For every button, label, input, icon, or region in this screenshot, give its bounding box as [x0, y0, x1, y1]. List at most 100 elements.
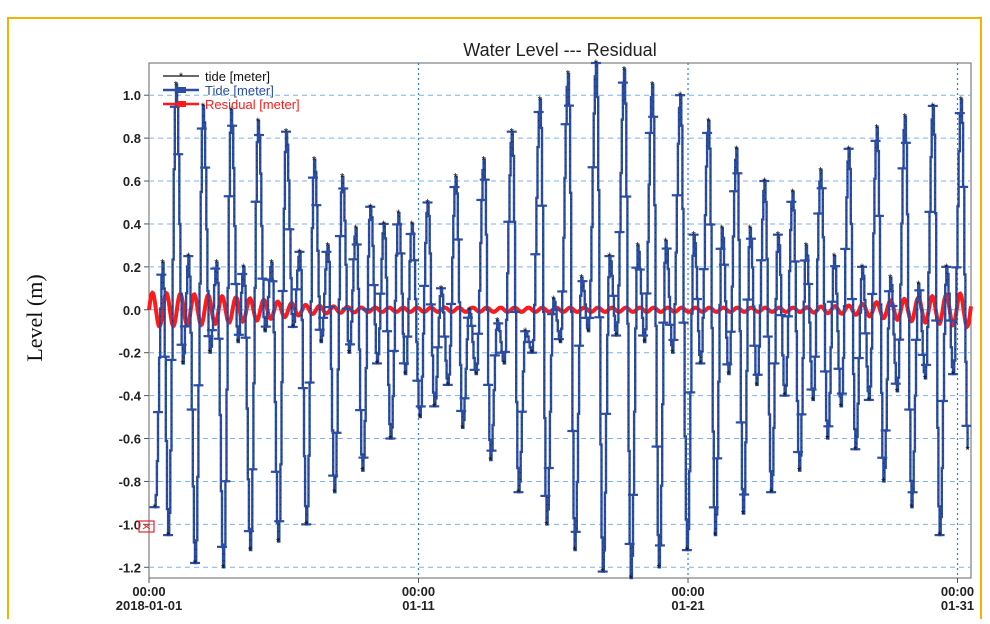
tide-obs-point: * — [276, 537, 281, 549]
tide-obs-point: * — [297, 247, 302, 259]
x-tick-label: 01-21 — [671, 598, 704, 613]
tide-obs-point: * — [360, 466, 365, 478]
tide-obs-point: * — [909, 502, 914, 514]
tide-obs-point: * — [607, 251, 612, 263]
tide-obs-point: * — [586, 326, 591, 338]
tide-obs-point: * — [867, 395, 872, 407]
y-tick-label: -0.6 — [119, 432, 141, 447]
tide-obs-point: * — [304, 519, 309, 531]
frame-top-border — [7, 17, 982, 19]
tide-obs-point: * — [388, 434, 393, 446]
tide-obs-point: * — [382, 219, 387, 231]
tide-obs-point: * — [425, 197, 430, 209]
tide-obs-point: * — [488, 455, 493, 467]
plot-area — [148, 62, 972, 579]
tide-obs-point: * — [601, 567, 606, 579]
tide-obs-point: * — [530, 348, 535, 360]
x-tick-label: 00:00 — [132, 584, 165, 599]
tide-obs-point: * — [663, 236, 668, 248]
tide-obs-point: * — [481, 155, 486, 167]
x-tick-label: 00:00 — [402, 584, 435, 599]
tide-obs-point: * — [860, 262, 865, 274]
tide-obs-point: * — [566, 69, 571, 81]
tide-obs-point: * — [629, 573, 634, 585]
tide-obs-point: * — [832, 251, 837, 263]
tide-obs-point: * — [804, 240, 809, 252]
y-tick-label: -1.2 — [119, 560, 141, 575]
tide-obs-point: * — [734, 144, 739, 156]
tide-obs-point: * — [432, 401, 437, 413]
tide-obs-point: * — [291, 322, 296, 334]
tide-obs-point: * — [790, 187, 795, 199]
tide-obs-point: * — [657, 562, 662, 574]
tide-obs-point: * — [269, 258, 274, 270]
tide-obs-point: * — [410, 219, 415, 231]
legend-entry: Residual [meter] — [205, 97, 300, 112]
tide-obs-point: * — [236, 337, 241, 349]
tide-obs-point: * — [186, 251, 191, 263]
tide-obs-point: * — [229, 105, 234, 117]
tide-obs-point: * — [319, 337, 324, 349]
y-tick-label: 0.2 — [123, 260, 141, 275]
tide-obs-point: * — [474, 369, 479, 381]
tide-obs-point: * — [698, 358, 703, 370]
x-tick-label: 2018-01-01 — [116, 598, 183, 613]
tide-obs-point: * — [516, 487, 521, 499]
tide-obs-point: * — [340, 172, 345, 184]
tide-obs-point: * — [916, 279, 921, 291]
tide-obs-point: * — [538, 94, 543, 106]
tide-obs-point: * — [776, 230, 781, 242]
legend-entry: Tide [meter] — [205, 83, 274, 98]
tide-obs-point: * — [551, 294, 556, 306]
tide-obs-point: * — [510, 127, 515, 139]
tide-obs-point: * — [368, 202, 373, 214]
tide-obs-point: * — [166, 530, 171, 542]
tide-obs-point: * — [558, 337, 563, 349]
tide-obs-point: * — [762, 176, 767, 188]
tide-obs-point: * — [579, 273, 584, 285]
tide-obs-point: * — [523, 326, 528, 338]
tide-obs-point: * — [467, 305, 472, 317]
tide-obs-point: * — [811, 395, 816, 407]
tide-obs-point: * — [284, 127, 289, 139]
y-tick-label: 1.0 — [123, 88, 141, 103]
tide-obs-point: * — [650, 79, 655, 91]
tide-obs-point: * — [797, 466, 802, 478]
tide-obs-point: * — [748, 223, 753, 235]
tide-obs-point: * — [818, 165, 823, 177]
tide-obs-point: * — [937, 530, 942, 542]
tide-obs-point: * — [396, 208, 401, 220]
tide-obs-point: * — [332, 487, 337, 499]
legend-marker: * — [179, 71, 184, 83]
frame-left-border — [7, 17, 9, 619]
tide-obs-point: * — [312, 155, 317, 167]
tide-obs-point: * — [572, 545, 577, 557]
tide-obs-point: * — [951, 369, 956, 381]
tide-obs-point: * — [678, 90, 683, 102]
tide-obs-point: * — [691, 230, 696, 242]
tide-obs-point: * — [446, 380, 451, 392]
x-tick-label: 01-11 — [402, 598, 435, 613]
y-tick-label: 0.6 — [123, 174, 141, 189]
tide-obs-point: * — [875, 122, 880, 134]
tide-obs-point: * — [460, 423, 465, 435]
tide-obs-point: * — [944, 262, 949, 274]
tide-obs-point: * — [754, 380, 759, 392]
tide-obs-point: * — [325, 240, 330, 252]
tide-obs-point: * — [685, 545, 690, 557]
tide-obs-point: * — [635, 240, 640, 252]
tide-obs-point: * — [825, 434, 830, 446]
corner-marker-icon — [138, 520, 155, 533]
tide-obs-point: * — [622, 64, 627, 76]
tide-obs-point: * — [642, 337, 647, 349]
tide-obs-point: * — [594, 58, 599, 70]
tide-obs-point: * — [839, 401, 844, 413]
tide-obs-point: * — [782, 391, 787, 403]
tide-obs-point: * — [965, 444, 970, 456]
tide-obs-point: * — [221, 562, 226, 574]
tide-obs-point: * — [347, 348, 352, 360]
tide-obs-point: * — [720, 223, 725, 235]
tide-obs-point: * — [214, 258, 219, 270]
tide-obs-point: * — [895, 386, 900, 398]
